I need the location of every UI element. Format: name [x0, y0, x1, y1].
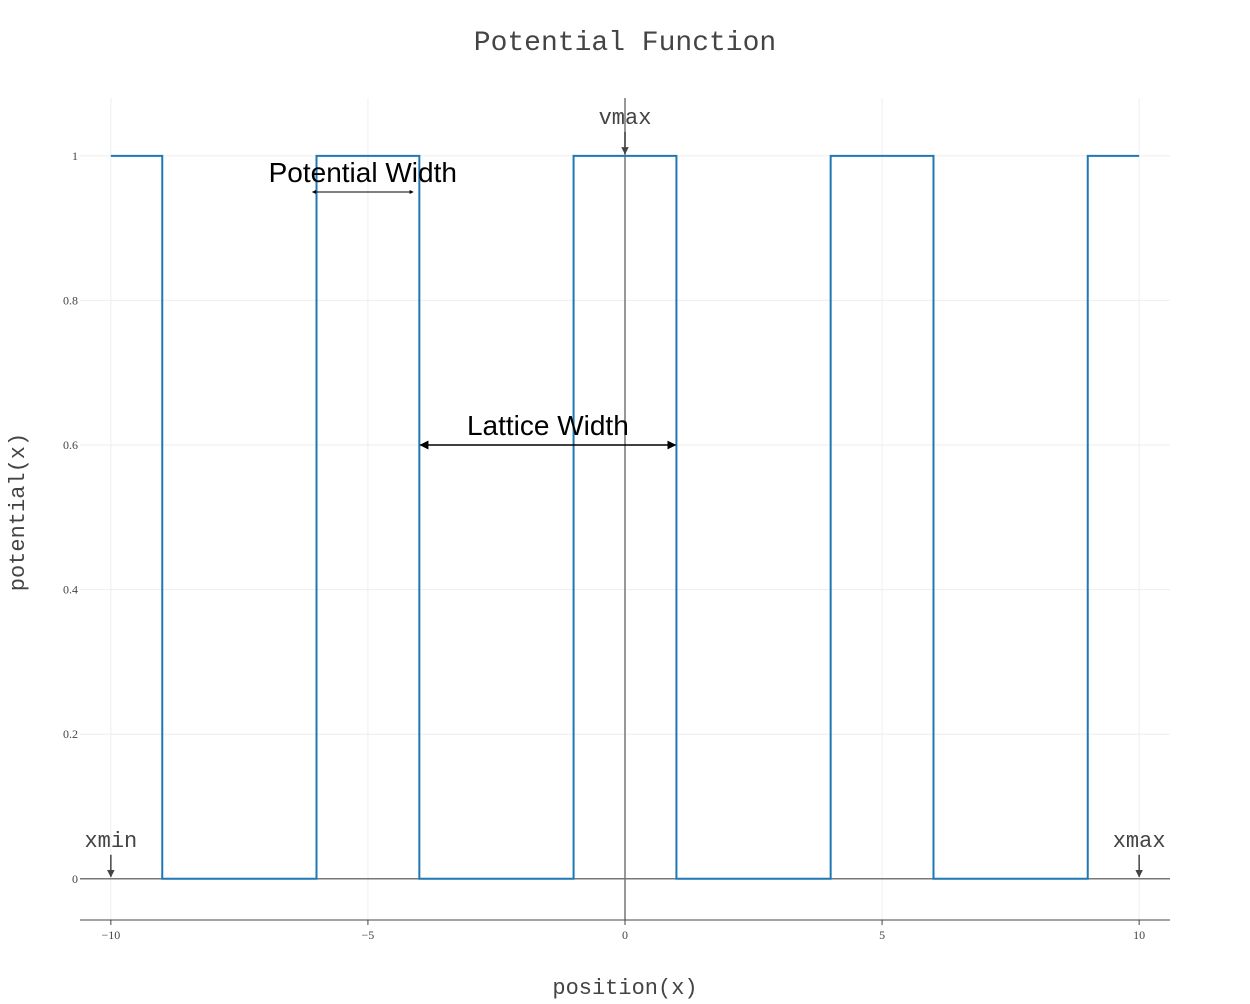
potential-series-line: [110, 154, 1140, 880]
annotations: vmax xmin xmax Potential Width Lattice Width: [84, 106, 1166, 878]
y-tick-label: 0: [72, 872, 78, 886]
y-tick-label: 1: [72, 149, 78, 163]
vmax-annotation-label: vmax: [599, 106, 652, 131]
y-tick-label: 0.4: [63, 583, 78, 597]
x-tick-label: 5: [879, 928, 885, 942]
chart-title: Potential Function: [474, 28, 776, 59]
x-tick-label: −5: [362, 928, 375, 942]
y-tick-label: 0.6: [63, 438, 78, 452]
series-layer: [110, 154, 1140, 880]
axes: −10 −5 0 5 10 0 0.2 0.4 0.6 0.8 1: [63, 98, 1170, 942]
x-tick-label: 10: [1133, 928, 1145, 942]
x-axis-label: position(x): [552, 976, 697, 1000]
y-tick-label: 0.2: [63, 727, 78, 741]
lattice-width-label: Lattice Width: [467, 410, 629, 441]
x-tick-label: −10: [101, 928, 120, 942]
y-tick-label: 0.8: [63, 293, 78, 307]
potential-width-label: Potential Width: [269, 157, 457, 188]
xmin-annotation-label: xmin: [84, 829, 137, 854]
y-axis-label: potential(x): [6, 433, 31, 591]
xmax-annotation-label: xmax: [1113, 829, 1166, 854]
x-tick-label: 0: [622, 928, 628, 942]
